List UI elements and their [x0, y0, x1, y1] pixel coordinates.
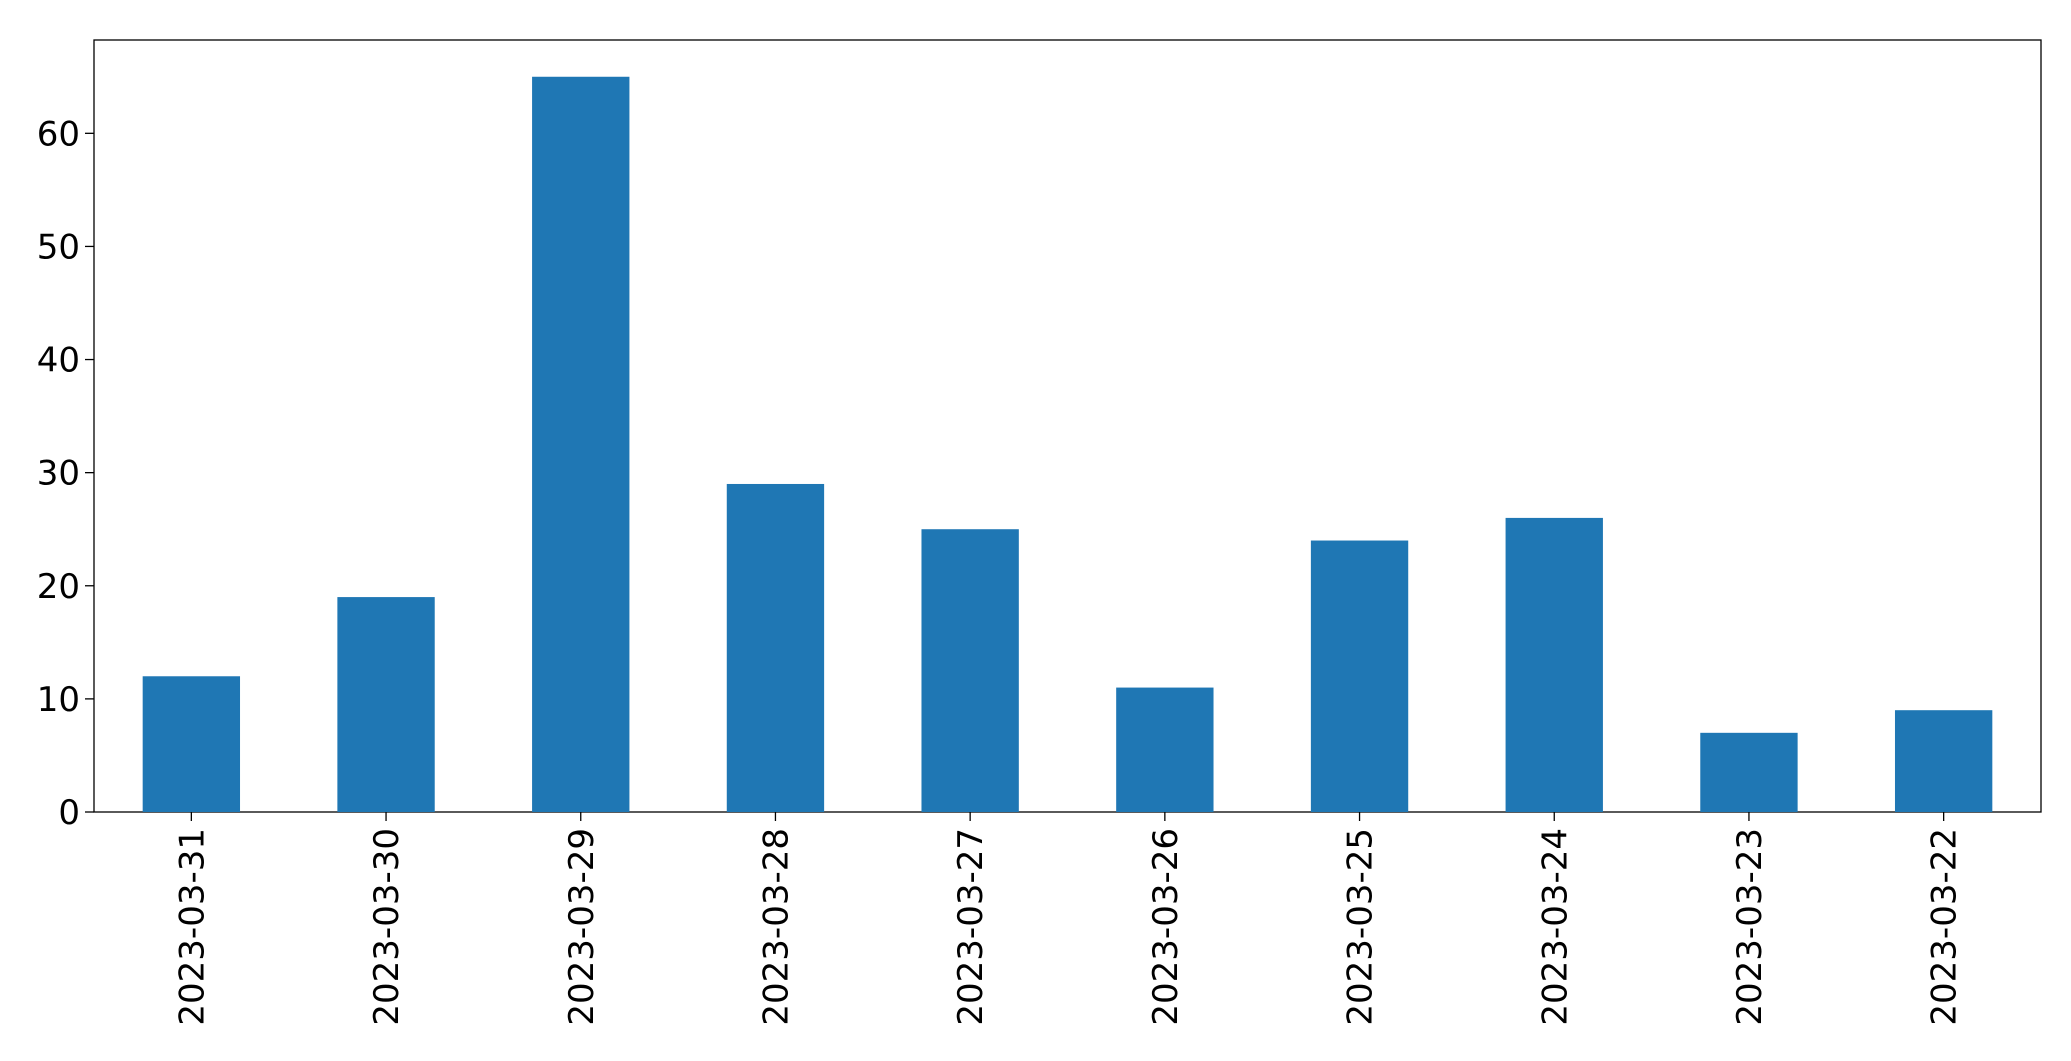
bar — [532, 76, 630, 812]
y-tick-label: 0 — [58, 793, 80, 833]
bar — [142, 676, 241, 812]
y-tick-label: 40 — [37, 341, 80, 381]
bar — [921, 529, 1019, 812]
x-tick-label: 2023-03-30 — [367, 828, 407, 1026]
bar — [1505, 517, 1603, 812]
bar — [1700, 732, 1798, 812]
x-tick-label: 2023-03-25 — [1341, 828, 1381, 1026]
x-tick-label: 2023-03-27 — [951, 828, 991, 1026]
y-tick-label: 50 — [37, 227, 80, 267]
y-tick-label: 30 — [37, 454, 80, 494]
x-tick-label: 2023-03-28 — [756, 828, 796, 1026]
bar — [1310, 540, 1409, 812]
y-tick-label: 10 — [37, 680, 80, 720]
x-tick-label: 2023-03-22 — [1925, 828, 1965, 1026]
bar — [337, 597, 435, 812]
bar — [726, 483, 825, 812]
x-tick-label: 2023-03-29 — [562, 828, 602, 1026]
y-tick-label: 20 — [37, 567, 80, 607]
y-tick-label: 60 — [37, 114, 80, 154]
x-tick-label: 2023-03-24 — [1535, 828, 1575, 1026]
x-tick-label: 2023-03-23 — [1730, 828, 1770, 1026]
x-tick-label: 2023-03-26 — [1146, 828, 1186, 1026]
bar — [1894, 710, 1993, 812]
bar — [1116, 687, 1214, 812]
x-tick-label: 2023-03-31 — [172, 828, 212, 1026]
plot-frame — [93, 39, 2042, 813]
